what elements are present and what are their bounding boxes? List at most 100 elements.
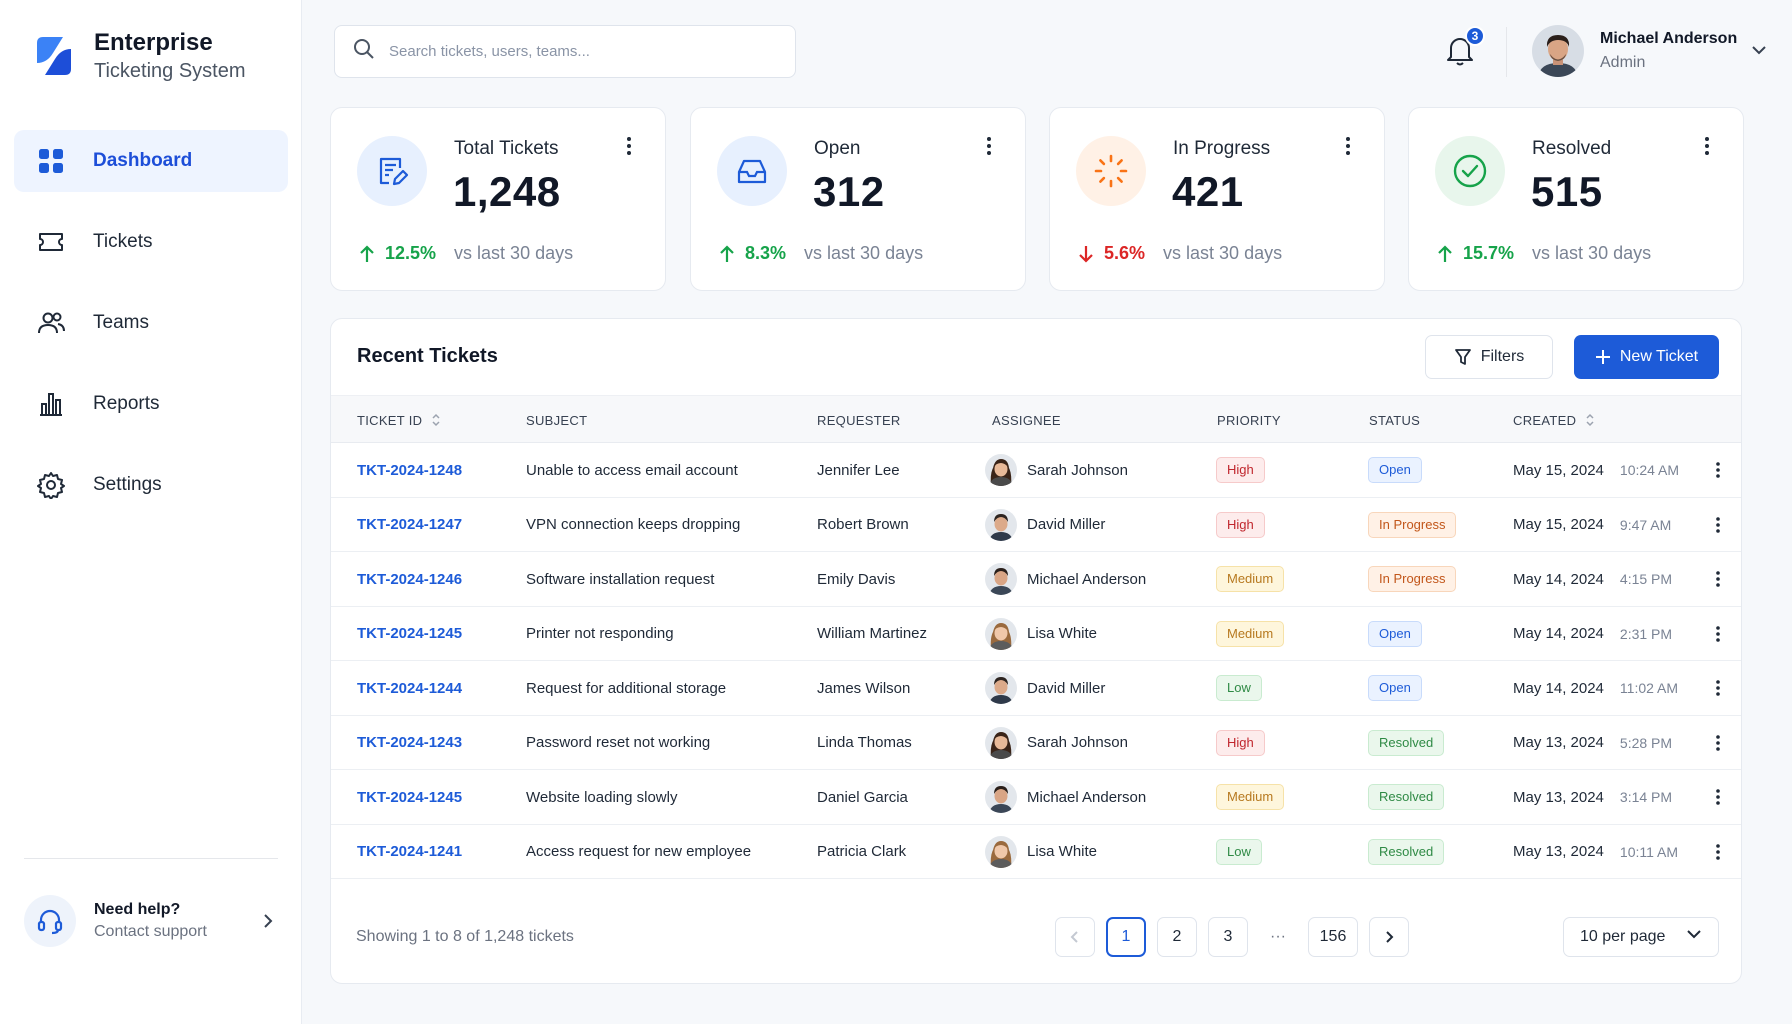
gear-icon	[36, 470, 66, 500]
more-options-icon[interactable]	[979, 134, 999, 158]
ticket-id-link[interactable]: TKT-2024-1245	[357, 625, 463, 642]
table-row[interactable]: TKT-2024-1247 VPN connection keeps droppi…	[331, 498, 1741, 552]
status-cell: Open	[1368, 443, 1422, 497]
status-badge: Resolved	[1368, 838, 1445, 865]
priority-cell: Low	[1216, 825, 1262, 879]
table-row[interactable]: TKT-2024-1245 Website loading slowly Danie…	[331, 770, 1741, 825]
ticket-assignee: Lisa White	[985, 607, 1097, 661]
ticket-requester: Robert Brown	[817, 516, 909, 533]
table-row[interactable]: TKT-2024-1244 Request for additional stor…	[331, 661, 1741, 716]
stat-compare: vs last 30 days	[454, 243, 574, 263]
per-page-select[interactable]: 10 per page	[1563, 917, 1719, 957]
sidebar-item-dashboard[interactable]: Dashboard	[14, 130, 288, 192]
more-options-icon[interactable]	[1697, 134, 1717, 158]
column-header-status: STATUS	[1369, 396, 1420, 444]
ticket-id-link[interactable]: TKT-2024-1248	[357, 461, 463, 479]
created-date: May 14, 2024	[1513, 570, 1604, 588]
dashboard-icon	[36, 146, 66, 176]
chevron-right-icon	[258, 911, 278, 931]
assignee-name: David Miller	[1027, 516, 1106, 533]
page-button-3[interactable]: 3	[1208, 917, 1248, 957]
more-options-icon[interactable]	[619, 134, 639, 158]
row-more-options-icon[interactable]	[1715, 607, 1721, 661]
avatar	[985, 835, 1017, 868]
created-time: 11:02 AM	[1619, 680, 1679, 696]
stat-title: In Progress	[1173, 138, 1271, 159]
new-ticket-button[interactable]: New Ticket	[1574, 335, 1719, 379]
column-header-subject: SUBJECT	[526, 396, 587, 444]
sidebar-item-label: Tickets	[93, 231, 153, 252]
chevron-left-icon	[1070, 931, 1078, 943]
sidebar-item-tickets[interactable]: Tickets	[14, 211, 288, 273]
table-row[interactable]: TKT-2024-1243 Password reset not working L…	[331, 716, 1741, 770]
avatar	[985, 508, 1017, 541]
stat-title: Open	[814, 138, 861, 159]
priority-cell: High	[1216, 443, 1265, 497]
table-row[interactable]: TKT-2024-1246 Software installation reque…	[331, 552, 1741, 607]
help-support-link[interactable]: Need help? Contact support	[24, 892, 278, 950]
column-header-ticket-id[interactable]: TICKET ID	[357, 396, 441, 444]
ticket-subject: Password reset not working	[526, 734, 711, 751]
arrow-up-icon	[360, 244, 374, 262]
recent-tickets-card: Recent Tickets Filters New Ticket TICKET…	[330, 318, 1742, 984]
priority-cell: High	[1216, 498, 1265, 552]
created-time: 2:31 PM	[1619, 625, 1673, 642]
created-date: May 14, 2024	[1513, 625, 1604, 642]
arrow-down-icon	[1079, 245, 1093, 263]
ticket-requester: William Martinez	[817, 625, 928, 642]
sidebar-item-teams[interactable]: Teams	[14, 292, 288, 354]
created-time: 3:14 PM	[1619, 789, 1673, 805]
table-row[interactable]: TKT-2024-1241 Access request for new empl…	[331, 825, 1741, 879]
column-header-created[interactable]: CREATED	[1513, 396, 1595, 444]
table-row[interactable]: TKT-2024-1245 Printer not responding Willi…	[331, 607, 1741, 661]
ticket-subject: Unable to access email account	[526, 461, 738, 479]
created-time: 4:15 PM	[1619, 571, 1673, 587]
ticket-created: May 13, 2024 5:28 PM	[1513, 716, 1672, 770]
ticket-requester: James Wilson	[817, 679, 911, 697]
per-page-value: 10 per page	[1580, 928, 1666, 945]
table-row[interactable]: TKT-2024-1248 Unable to access email acco…	[331, 443, 1741, 498]
notifications-button[interactable]: 3	[1446, 26, 1485, 68]
assignee-name: Sarah Johnson	[1027, 461, 1128, 479]
more-options-icon[interactable]	[1338, 134, 1358, 158]
priority-badge: High	[1216, 511, 1265, 538]
loader-icon	[1094, 154, 1128, 188]
sidebar-item-reports[interactable]: Reports	[14, 373, 288, 435]
page-button-1[interactable]: 1	[1106, 917, 1146, 957]
assignee-name: Michael Anderson	[1027, 788, 1147, 806]
ticket-id-link[interactable]: TKT-2024-1246	[357, 570, 463, 588]
row-more-options-icon[interactable]	[1715, 661, 1721, 715]
row-more-options-icon[interactable]	[1715, 825, 1721, 879]
ticket-id-link[interactable]: TKT-2024-1243	[357, 734, 463, 751]
next-page-button[interactable]	[1369, 917, 1409, 957]
ticket-assignee: David Miller	[985, 661, 1105, 715]
page-button-2[interactable]: 2	[1157, 917, 1197, 957]
sidebar-item-settings[interactable]: Settings	[14, 454, 288, 516]
ticket-id-link[interactable]: TKT-2024-1245	[357, 788, 463, 806]
filters-button[interactable]: Filters	[1425, 335, 1553, 379]
row-more-options-icon[interactable]	[1715, 552, 1721, 606]
column-label: SUBJECT	[526, 412, 588, 428]
page-button-last[interactable]: 156	[1308, 917, 1358, 957]
row-more-options-icon[interactable]	[1715, 716, 1721, 770]
created-date: May 15, 2024	[1513, 461, 1604, 479]
help-title: Need help?	[94, 901, 181, 918]
sort-icon	[1586, 413, 1594, 427]
row-more-options-icon[interactable]	[1715, 770, 1721, 824]
brand[interactable]: Enterprise Ticketing System	[33, 28, 246, 84]
created-time: 9:47 AM	[1619, 516, 1672, 533]
ticket-id-link[interactable]: TKT-2024-1247	[357, 516, 463, 533]
created-date: May 13, 2024	[1513, 843, 1604, 860]
user-role: Admin	[1600, 54, 1646, 71]
search-input[interactable]	[389, 43, 769, 60]
user-menu[interactable]: Michael Anderson Admin	[1532, 24, 1767, 78]
chevron-right-icon	[1386, 931, 1394, 943]
row-more-options-icon[interactable]	[1715, 498, 1721, 552]
row-more-options-icon[interactable]	[1715, 443, 1721, 497]
prev-page-button[interactable]	[1055, 917, 1095, 957]
created-date: May 15, 2024	[1513, 516, 1604, 533]
ticket-id-link[interactable]: TKT-2024-1241	[357, 843, 463, 860]
ticket-subject: Website loading slowly	[526, 788, 678, 806]
help-subtitle: Contact support	[94, 923, 207, 940]
ticket-id-link[interactable]: TKT-2024-1244	[357, 679, 463, 697]
